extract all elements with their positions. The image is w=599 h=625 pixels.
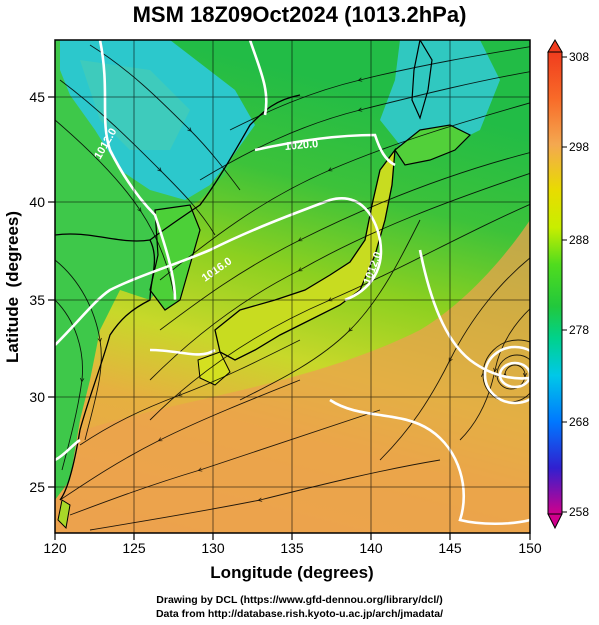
coastline [55,233,156,501]
x-axis-label: Longitude (degrees) [210,563,373,582]
colorbar-min-arrow [547,513,563,530]
y-tick-label: 35 [29,292,45,308]
colorbar: 308 298 288 278 268 258 [547,39,589,530]
colorbar-label: 298 [569,140,589,154]
x-tick-label: 125 [122,540,146,556]
y-tick-label: 45 [29,89,45,105]
x-tick-label: 145 [438,540,462,556]
wind-streamlines [55,44,530,531]
y-tick-labels: 25 30 35 40 45 [29,89,45,495]
hokkaido [394,124,472,166]
colorbar-max-arrow [547,39,563,53]
x-tick-label: 140 [359,540,383,556]
taiwan [57,499,71,530]
page-title: MSM 18Z09Oct2024 (1013.2hPa) [132,2,467,27]
kyushu [197,351,231,386]
colorbar-label: 278 [569,323,589,337]
x-tick-label: 130 [201,540,225,556]
x-tick-labels: 120 125 130 135 140 145 150 [43,540,542,556]
japan-main-islands [214,147,396,361]
colorbar-label: 308 [569,50,589,64]
colorbar-label: 258 [569,505,589,519]
credit-data-source: Data from http://database.rish.kyoto-u.a… [155,608,444,620]
y-tick-label: 30 [29,389,45,405]
grid-lines [55,40,530,533]
axis-ticks [48,96,531,540]
x-tick-label: 120 [43,540,67,556]
colorbar-label: 268 [569,415,589,429]
x-tick-label: 135 [280,540,304,556]
warm-sea-area [55,220,530,533]
y-tick-label: 25 [29,479,45,495]
hokkaido-cold-area [380,40,500,150]
y-tick-label: 40 [29,194,45,210]
colorbar-label: 288 [569,233,589,247]
colorbar-scale [547,51,563,515]
weather-map: 1012.0 1016.0 1020.0 1012.0 120 125 130 … [3,39,589,582]
map-field: 1012.0 1016.0 1020.0 1012.0 [55,40,530,533]
isobars [55,40,530,526]
x-tick-label: 150 [518,540,542,556]
y-axis-label: Latitude (degrees) [3,211,22,363]
credit-drawing: Drawing by DCL (https://www.gfd-dennou.o… [156,594,443,606]
isobar-label: 1020.0 [284,138,319,153]
